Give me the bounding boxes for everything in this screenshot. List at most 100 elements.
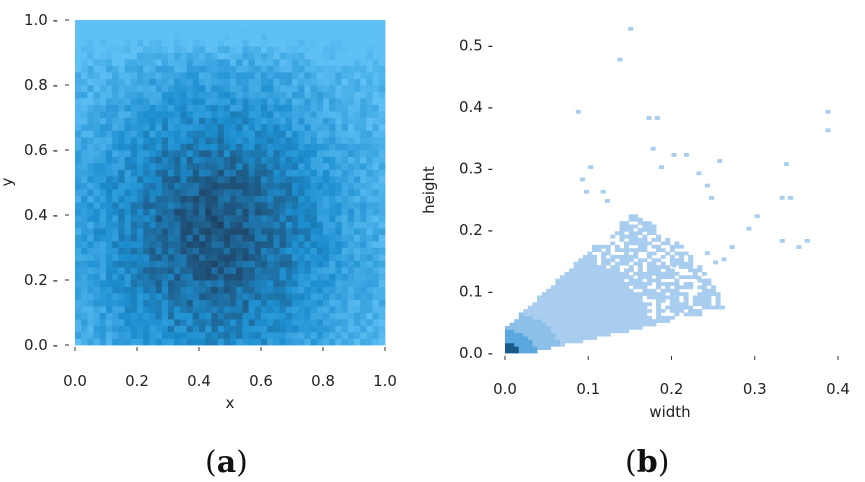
panel-b-cell (569, 268, 575, 273)
panel-a-cell (285, 124, 293, 131)
panel-a-cell (378, 182, 386, 190)
panel-a-cell (137, 98, 144, 105)
panel-a-cell (335, 247, 342, 255)
panel-a-cell (242, 91, 249, 99)
panel-a-cell (149, 267, 156, 274)
panel-a-cell (124, 306, 132, 313)
panel-a-cell (292, 189, 299, 196)
panel-a-cell (360, 299, 367, 307)
panel-a-cell (292, 312, 299, 320)
panel-a-cell (93, 150, 101, 157)
panel-b-cell (592, 336, 597, 340)
panel-a-cell (223, 221, 231, 229)
panel-a-cell (205, 234, 212, 242)
panel-a-cell (93, 280, 101, 287)
panel-a-cell (161, 312, 169, 320)
panel-a-cell (292, 143, 299, 151)
panel-b-cell (665, 251, 671, 256)
panel-a-cell (292, 247, 299, 255)
panel-a-cell (186, 163, 194, 170)
panel-a-cell (360, 286, 367, 294)
panel-a-cell (112, 65, 119, 73)
panel-a-cell (149, 111, 156, 118)
panel-a-cell (267, 208, 274, 216)
panel-a-cell (341, 150, 349, 157)
panel-a-cell (93, 312, 101, 320)
panel-a-cell (130, 182, 138, 190)
panel-a-cell (205, 312, 212, 320)
panel-a-cell (192, 260, 200, 268)
panel-a-cell (323, 299, 330, 307)
panel-a-cell (106, 91, 113, 99)
panel-a-cell (378, 117, 386, 125)
panel-a-cell (75, 293, 82, 300)
panel-a-cell (279, 260, 287, 268)
panel-a-cell (223, 33, 231, 40)
panel-a-cell (292, 124, 299, 131)
panel-a-cell (279, 91, 287, 99)
panel-b-cell (642, 244, 648, 249)
panel-a-cell (93, 234, 101, 242)
panel-a-cell (112, 156, 119, 164)
panel-a-cell (93, 104, 101, 112)
panel-a-cell (285, 72, 293, 79)
panel-a-cell (254, 169, 262, 177)
panel-a-cell (87, 286, 94, 294)
panel-a-cell (217, 104, 225, 112)
panel-a-cell (360, 169, 367, 177)
panel-a-cell (242, 117, 249, 125)
panel-a-cell (323, 254, 330, 261)
panel-a-cell (378, 332, 386, 339)
panel-b-cell (651, 292, 657, 296)
panel-b-cell (578, 329, 584, 334)
panel-b-cell (573, 322, 579, 327)
panel-a-cell (217, 182, 225, 190)
panel-a-cell (180, 137, 187, 144)
panel-a-cell (81, 299, 88, 307)
panel-a-cell (186, 286, 194, 294)
panel-a-cell (211, 286, 218, 294)
panel-a-cell (211, 46, 218, 53)
panel-b-cell (688, 268, 694, 273)
panel-a-cell (211, 202, 218, 209)
panel-b-cell (614, 271, 620, 276)
panel-b-outlier-cell (617, 57, 623, 62)
panel-a-cell (168, 319, 175, 326)
panel-a-cell (316, 189, 324, 196)
panel-b-cell (592, 244, 597, 249)
panel-b-cell (573, 271, 579, 276)
panel-a-cell (155, 163, 163, 170)
panel-a-cell (199, 150, 206, 157)
panel-a-cell (217, 52, 225, 60)
panel-b-cell (546, 325, 552, 330)
panel-a-cell (316, 130, 324, 138)
panel-b-cell (578, 309, 584, 313)
panel-b-cell (605, 298, 611, 303)
panel-a-cell (112, 332, 119, 339)
panel-a-cell (242, 299, 249, 307)
panel-a-cell (347, 39, 355, 47)
panel-a-cell (168, 189, 175, 196)
panel-a-cell (273, 273, 280, 281)
panel-a-cell (217, 156, 225, 164)
panel-b-cell (523, 329, 529, 334)
panel-a-cell (174, 306, 181, 313)
panel-b-cell (701, 271, 707, 276)
panel-a-cell (298, 306, 305, 313)
panel-a-cell (99, 228, 107, 235)
panel-a-cell (199, 260, 206, 268)
panel-a-cell (329, 215, 336, 222)
panel-a-cell (106, 143, 113, 151)
panel-a-cell (106, 247, 113, 255)
panel-a-cell (211, 332, 218, 339)
panel-b-cell (633, 224, 639, 229)
panel-a-cell (199, 46, 206, 53)
panel-a-cell (99, 124, 107, 131)
panel-a-cell (329, 46, 336, 53)
panel-a-cell (279, 59, 287, 66)
panel-a-cell (211, 267, 218, 274)
panel-b-cell (518, 336, 524, 340)
panel-a-cell (168, 169, 175, 177)
panel-b-cell (642, 234, 648, 239)
panel-a-cell (347, 325, 355, 333)
